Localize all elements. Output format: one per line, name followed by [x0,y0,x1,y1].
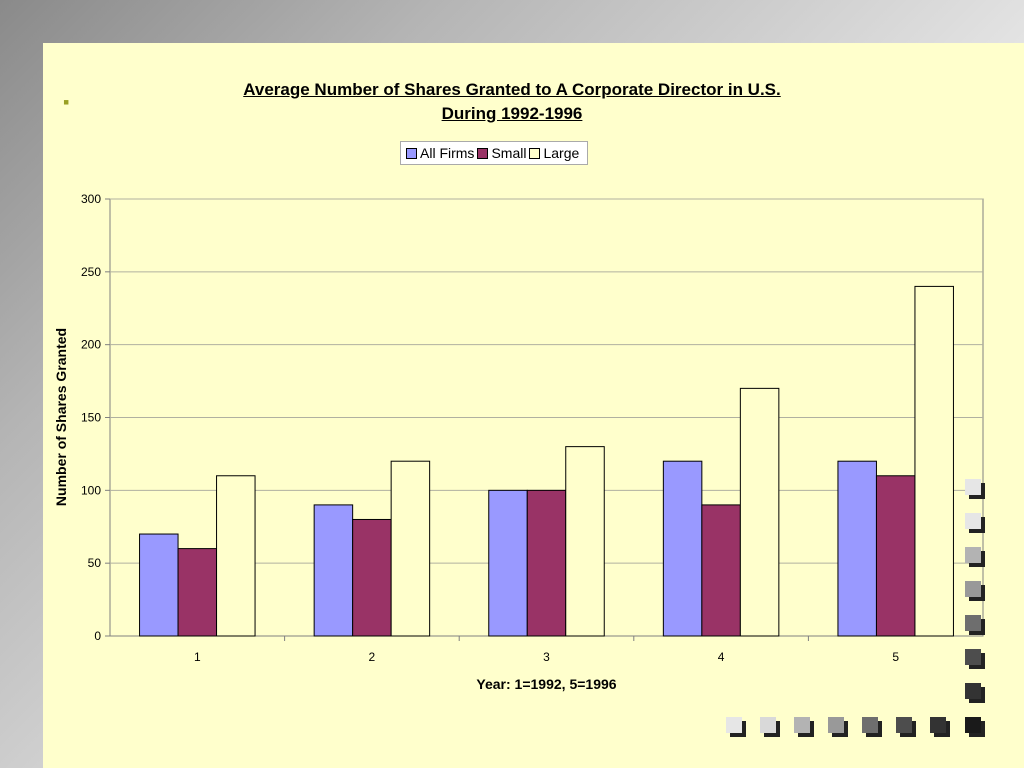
y-tick-label: 100 [81,483,101,497]
decorative-square [965,581,985,601]
x-tick-label: 4 [718,650,725,664]
bar-small [875,475,916,637]
legend-label: Small [491,145,527,161]
decorative-square [965,513,985,533]
y-tick-label: 250 [81,265,101,279]
bar-large [216,475,256,637]
legend-entry: Small [477,145,526,161]
legend-swatch [406,147,417,159]
y-tick-label: 200 [81,338,101,352]
decorative-square [965,717,985,737]
decorative-square [965,615,985,635]
bar-all-firms [837,460,877,637]
x-tick-label: 5 [892,650,899,664]
decorative-square [965,547,985,567]
decorative-square [828,717,848,737]
bullet-marker: ▪ [63,92,70,112]
x-tick-label: 2 [369,650,376,664]
bar-large [739,387,780,637]
bar-all-firms [662,460,703,637]
y-tick-label: 50 [88,556,102,570]
legend-label: All Firms [420,145,475,161]
bar-all-firms [139,533,179,637]
decorative-square [896,717,916,737]
bar-all-firms [488,489,528,637]
legend-label: Large [543,145,580,161]
y-axis-title: Number of Shares Granted [53,328,69,506]
x-tick-label: 1 [194,650,201,664]
y-tick-label: 300 [81,192,101,206]
decorative-square [794,717,814,737]
decorative-square [726,717,746,737]
chart-title: Average Number of Shares Granted to A Co… [243,80,781,123]
bar-small [701,504,741,637]
legend-entry: All Firms [406,145,474,161]
chart-legend: All Firms Small Large [400,141,589,165]
decorative-square [965,683,985,703]
decorative-square [930,717,950,737]
bar-large [565,446,605,637]
y-tick-label: 0 [94,629,101,643]
bar-all-firms [313,504,354,637]
legend-swatch [529,147,541,159]
legend-entry: Large [529,145,579,161]
x-tick-label: 3 [543,650,550,664]
decorative-square [965,649,985,669]
decorative-square [965,479,985,499]
legend-swatch [477,147,489,159]
decorative-square [760,717,780,737]
y-tick-label: 150 [81,411,101,425]
bar-small [177,548,218,637]
x-axis-title: Year: 1=1992, 5=1996 [476,676,616,692]
decorative-square [862,717,882,737]
bar-small [352,518,392,637]
bar-large [914,285,954,637]
bar-small [526,489,567,637]
bar-large [390,460,431,637]
